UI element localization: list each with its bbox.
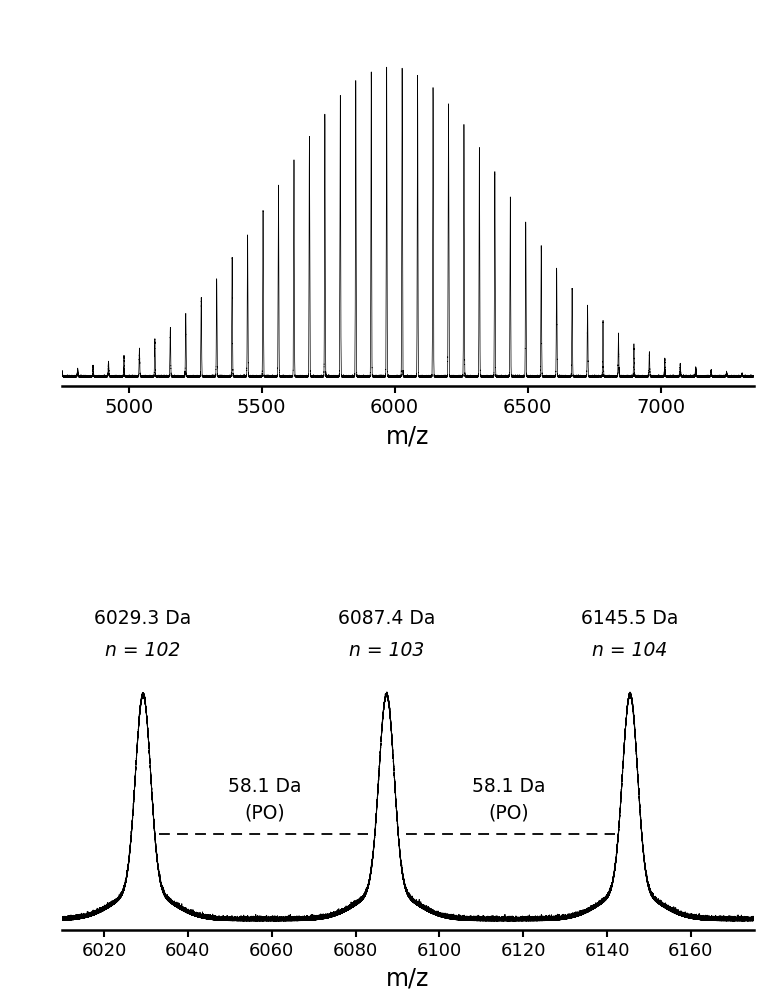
Text: n = 104: n = 104 xyxy=(592,641,667,660)
Text: n = 102: n = 102 xyxy=(106,641,181,660)
X-axis label: m/z: m/z xyxy=(386,424,430,448)
X-axis label: m/z: m/z xyxy=(386,967,430,991)
Text: 58.1 Da
(PO): 58.1 Da (PO) xyxy=(472,777,545,822)
Text: 6087.4 Da: 6087.4 Da xyxy=(338,609,435,628)
Text: n = 103: n = 103 xyxy=(349,641,424,660)
Text: 58.1 Da
(PO): 58.1 Da (PO) xyxy=(228,777,301,822)
Text: 6145.5 Da: 6145.5 Da xyxy=(581,609,679,628)
Text: 6029.3 Da: 6029.3 Da xyxy=(95,609,192,628)
